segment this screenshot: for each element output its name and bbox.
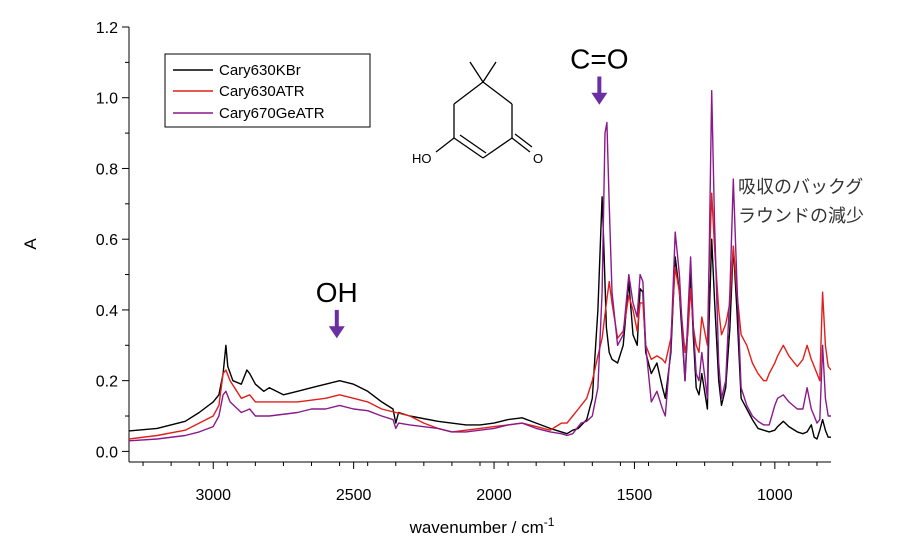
y-tick-label: 0.6: [96, 232, 118, 249]
chemical-structure: [435, 61, 533, 159]
series-line-0: [129, 196, 831, 440]
x-tick-label: 3000: [195, 487, 231, 504]
annotation-arrow-head-0: [328, 326, 345, 339]
legend: Cary630KBr Cary630ATR Cary670GeATR: [164, 53, 371, 128]
x-tick-label: 1500: [617, 487, 653, 504]
structure-double-bond: [459, 134, 487, 154]
structure-carbonyl-bond: [511, 137, 531, 153]
series-line-2: [129, 90, 831, 442]
x-ticks: 3000 2500 2000 1500 1000: [142, 462, 818, 504]
annotation-label-0: OH: [316, 277, 358, 308]
structure-bond: [482, 81, 513, 105]
y-tick-label: 1.0: [96, 91, 118, 108]
x-axis-label-superscript: -1: [544, 515, 555, 529]
structure-methyl-bond: [469, 61, 484, 83]
x-tick-label: 2500: [336, 487, 372, 504]
series-group: [129, 90, 831, 442]
structure-hydroxyl-bond: [435, 137, 455, 153]
y-tick-label: 0.0: [96, 444, 118, 461]
structure-bond: [453, 81, 484, 105]
structure-carbonyl-label: O: [533, 151, 543, 166]
y-tick-label: 0.2: [96, 374, 118, 391]
y-tick-label: 0.4: [96, 303, 118, 320]
y-tick-label: 1.2: [96, 20, 118, 37]
structure-methyl-bond: [482, 61, 497, 83]
y-tick-label: 0.8: [96, 161, 118, 178]
annotation-arrow-head-1: [591, 92, 608, 105]
y-ticks: 0.0 0.2 0.4 0.6 0.8 1.0 1.2: [96, 20, 129, 461]
structure-hydroxyl-label: HO: [412, 151, 432, 166]
legend-entry-0: Cary630KBr: [219, 62, 301, 79]
annotation-label-1: C=O: [570, 44, 628, 75]
background-note-line-1: 吸収のバックグ: [738, 177, 863, 198]
x-tick-label: 1000: [757, 487, 793, 504]
structure-bond: [482, 137, 513, 159]
y-axis-label: A: [21, 238, 40, 250]
structure-carbonyl-bond: [514, 133, 533, 148]
x-axis-label-main: wavenumber / cm: [409, 518, 544, 537]
x-tick-label: 2000: [476, 487, 512, 504]
series-line-1: [129, 192, 831, 440]
annotations: OH C=O: [316, 44, 629, 339]
structure-bond: [453, 137, 484, 159]
legend-entry-1: Cary630ATR: [219, 83, 305, 100]
background-note-line-2: ラウンドの減少: [738, 206, 864, 227]
legend-entry-2: Cary670GeATR: [219, 105, 325, 122]
x-axis-label: wavenumber / cm-1: [409, 515, 555, 537]
